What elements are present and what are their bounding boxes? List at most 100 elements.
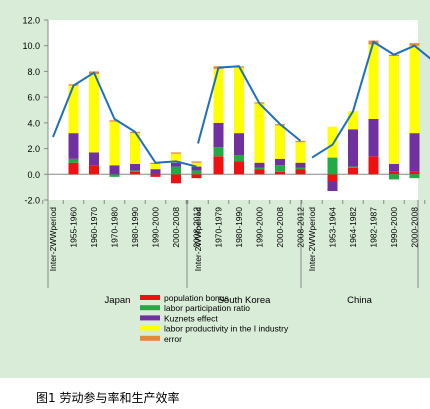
figure-caption: 图1 劳动参与率和生产效率	[36, 391, 180, 405]
category-label: 2008-2012	[296, 207, 306, 248]
bar-segment	[89, 152, 99, 166]
total-line	[311, 40, 430, 159]
y-tick-label: 10.0	[22, 41, 40, 51]
category-label: 1960-1970	[89, 207, 99, 248]
y-tick-label: 12.0	[22, 16, 40, 26]
bar-segment	[327, 182, 338, 191]
bar-segment	[68, 158, 79, 163]
bar-segment	[348, 111, 358, 130]
legend-swatch	[140, 295, 160, 300]
y-tick-label: -2.0	[24, 196, 40, 206]
category-label: 2000-2008	[410, 207, 420, 248]
category-label: 1964-1982	[348, 207, 358, 248]
legend-swatch	[140, 335, 160, 341]
bar-segment	[254, 103, 265, 163]
bar-segment	[327, 174, 338, 182]
bar-segment	[68, 162, 79, 175]
category-label: 1955-1960	[69, 207, 79, 248]
bar-segment	[327, 157, 338, 175]
legend-label: error	[164, 334, 182, 344]
y-tick-label: 4.0	[27, 118, 40, 128]
bar-segment	[389, 171, 399, 175]
bar-segment	[295, 167, 306, 170]
plot-area	[48, 20, 418, 200]
bar-segment	[89, 74, 99, 153]
category-label: 1970-1980	[110, 207, 120, 248]
bar-segment	[150, 169, 161, 175]
category-label: 2008-2012	[192, 207, 202, 248]
bar-segment	[389, 174, 399, 180]
bar-segment	[234, 155, 244, 162]
bar-segment	[191, 174, 202, 179]
bar-segment	[254, 167, 265, 170]
bar-segment	[295, 169, 306, 175]
category-label: 1980-1990	[234, 207, 244, 248]
bar-segment	[191, 162, 202, 167]
legend-label: labor productivity in the I industry	[164, 324, 289, 334]
legend-swatch	[140, 325, 160, 331]
bar-segment	[130, 164, 140, 171]
total-line	[197, 65, 302, 144]
bar-segment	[109, 120, 120, 122]
chart-frame: 12.0 10.0 8.0 6.0 4.0 2.0 0.0 -2.0 Inter-2WWperi…	[0, 0, 430, 378]
total-line	[52, 71, 197, 168]
bar-segment	[389, 164, 399, 172]
category-label: Inter-2WWperiod	[307, 207, 317, 272]
category-label: 2000-2008	[275, 207, 285, 248]
legend-swatch	[140, 315, 160, 321]
y-tick-label: 8.0	[27, 67, 40, 77]
legend-label: population bonus	[164, 293, 229, 303]
bar-segment	[130, 170, 140, 172]
y-tick-label: 0.0	[27, 170, 40, 180]
bar-segment	[191, 166, 202, 171]
bar-segment	[234, 161, 244, 175]
category-label: 1980-1990	[130, 207, 140, 248]
bar-segment	[171, 152, 181, 154]
bar-segment	[275, 171, 285, 175]
y-tick-label: 6.0	[27, 93, 40, 103]
bar-segment	[348, 129, 358, 167]
bar-segment	[171, 166, 181, 175]
bar-segment	[150, 164, 161, 170]
bar-segment	[409, 171, 420, 175]
bar-segment	[295, 140, 306, 143]
group-label: China	[347, 295, 373, 306]
bar-segment	[254, 169, 265, 175]
bar-segment	[191, 170, 202, 175]
bar-segment	[348, 166, 358, 168]
bar-segment	[68, 133, 79, 159]
category-label: 2000-2008	[171, 207, 181, 248]
category-label: 1990-2000	[255, 207, 265, 248]
bar-segment	[327, 126, 338, 158]
bar-segment	[409, 133, 420, 172]
bar-segment	[368, 119, 379, 157]
bar-segment	[389, 56, 399, 164]
legend-label: Kuznets effect	[164, 313, 218, 323]
bar-segment	[150, 174, 161, 177]
bar-segment	[171, 162, 181, 167]
legend-swatch	[140, 305, 160, 311]
bar-segment	[130, 171, 140, 175]
chart-svg: 12.0 10.0 8.0 6.0 4.0 2.0 0.0 -2.0 Inter-2WWperi…	[22, 16, 430, 344]
category-label: 1970-1979	[214, 207, 224, 248]
category-label: 1953-1964	[328, 207, 338, 248]
category-label: 1990-2000	[151, 207, 161, 248]
category-label: 1990-2000	[389, 207, 399, 248]
bar-segment	[254, 162, 265, 168]
bar-segment	[89, 165, 99, 175]
bar-segment	[109, 121, 120, 166]
bar-segment	[130, 133, 140, 164]
bar-segment	[68, 85, 79, 134]
bar-segment	[171, 174, 181, 184]
bar-segment	[213, 156, 224, 175]
bar-segment	[109, 165, 120, 175]
bar-segment	[171, 153, 181, 163]
bar-segment	[109, 174, 120, 177]
category-label: Inter-2WWperiod	[48, 207, 58, 272]
legend-label: labor participation ratio	[164, 303, 250, 313]
bar-segment	[275, 125, 285, 159]
bar-segment	[409, 43, 420, 46]
bar-segment	[368, 44, 379, 119]
group-label: Japan	[105, 295, 131, 306]
category-label: Inter-2WWperiod	[193, 207, 203, 272]
